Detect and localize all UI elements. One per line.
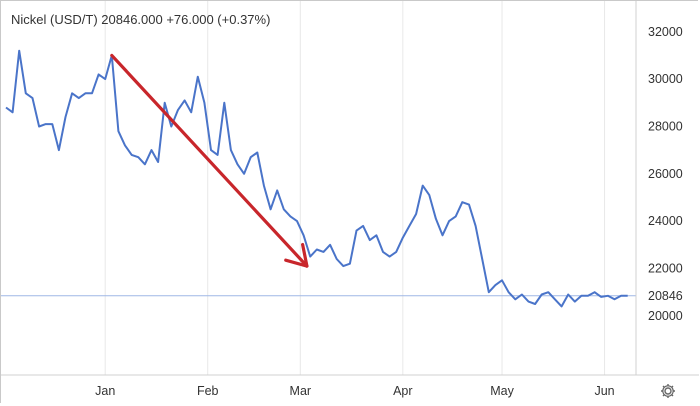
chart-title: Nickel (USD/T) 20846.000 +76.000 (+0.37%… [11,12,271,27]
y-tick-label: 22000 [648,261,683,275]
trend-arrow [110,53,309,268]
y-tick-label: 24000 [648,214,683,228]
x-tick-label: Jun [594,384,614,398]
trend-arrow-head [284,242,309,268]
y-tick-label: 32000 [648,25,683,39]
x-tick-label: Mar [290,384,312,398]
y-tick-label: 28000 [648,119,683,133]
price-line [5,49,628,308]
y-tick-label: 26000 [648,167,683,181]
y-tick-label: 20000 [648,309,683,323]
x-tick-label: Feb [197,384,219,398]
last-value-label: 20846 [648,289,683,303]
gear-icon[interactable] [657,381,679,401]
x-tick-label: Apr [393,384,412,398]
x-tick-label: Jan [95,384,115,398]
x-tick-label: May [490,384,514,398]
y-tick-label: 30000 [648,72,683,86]
